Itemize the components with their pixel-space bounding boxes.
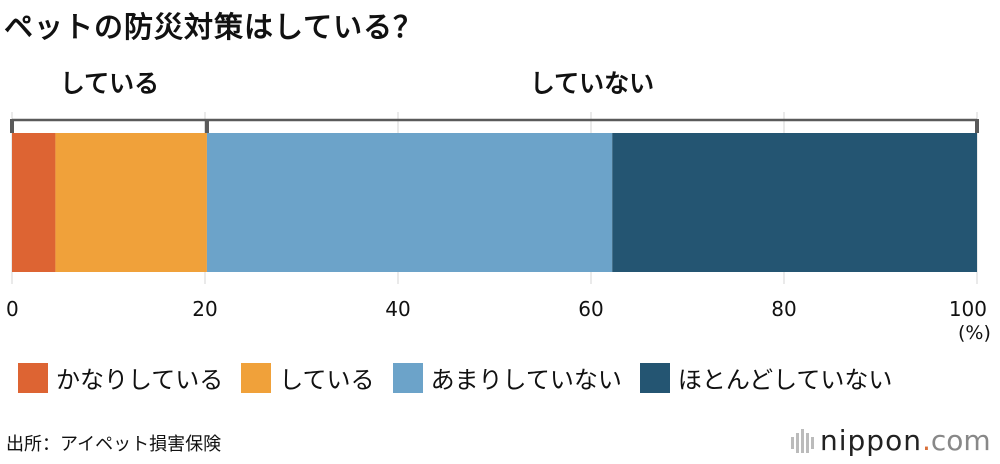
bar-segment: [12, 133, 56, 272]
x-tick-label: 60: [578, 297, 603, 321]
legend-item: している: [241, 360, 375, 395]
x-tick-label: 0: [6, 297, 19, 321]
x-tick-label: 80: [771, 297, 796, 321]
legend-swatch: [392, 362, 423, 393]
legend-item: かなりしている: [18, 360, 223, 395]
legend-swatch: [639, 362, 670, 393]
brand-name: nippon: [820, 424, 922, 457]
bar-segment: [55, 133, 207, 272]
legend-item: あまりしていない: [392, 360, 622, 395]
brand-logo: nippon. com: [790, 424, 991, 457]
group-bracket-label: していない: [530, 69, 654, 98]
group-bracket-label: している: [60, 69, 159, 98]
bar-segment: [612, 133, 977, 272]
bar-segment: [206, 133, 613, 272]
brand-mark-icon: [791, 428, 814, 453]
legend-label: あまりしていない: [430, 366, 622, 394]
brand-dot: .: [921, 424, 931, 457]
legend-swatch: [241, 362, 272, 393]
legend-swatch: [18, 362, 48, 393]
legend-label: かなりしている: [56, 366, 224, 394]
x-axis-unit: (%): [958, 322, 991, 344]
chart-title: ペットの防災対策はしている？: [4, 10, 424, 44]
x-tick-label: 40: [385, 297, 410, 321]
chart-legend: かなりしている している あまりしていない ほとんどしていない: [18, 360, 910, 395]
source-note: 出所：アイペット損害保険: [6, 434, 222, 455]
legend-label: ほとんどしていない: [677, 366, 893, 394]
x-tick-label: 20: [192, 297, 217, 321]
x-tick-label: 100: [949, 297, 987, 321]
brand-domain: com: [930, 424, 991, 457]
stacked-bar-chart: している していない 0 20 40 60 80 100: [6, 69, 987, 321]
legend-label: している: [279, 366, 375, 394]
legend-item: ほとんどしていない: [639, 360, 893, 395]
